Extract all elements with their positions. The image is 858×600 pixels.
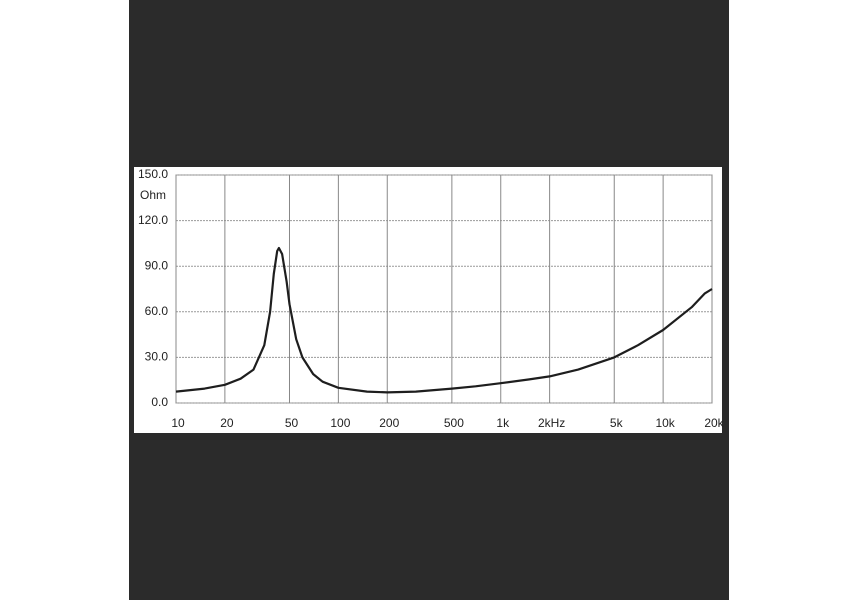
x-tick-label: 10: [171, 416, 185, 430]
x-tick-label: 2kHz: [538, 416, 565, 430]
x-tick-label: 20k: [704, 416, 724, 430]
y-axis-label: Ohm: [140, 188, 166, 202]
y-tick-label: 90.0: [145, 258, 169, 272]
y-tick-label: 150.0: [138, 167, 168, 181]
x-tick-label: 20: [220, 416, 234, 430]
y-tick-label: 30.0: [145, 350, 169, 364]
x-tick-label: 200: [379, 416, 399, 430]
x-tick-label: 50: [285, 416, 299, 430]
x-tick-label: 500: [444, 416, 464, 430]
y-tick-label: 0.0: [151, 395, 168, 409]
impedance-line: [175, 246, 713, 394]
x-tick-label: 1k: [496, 416, 510, 430]
chart-panel: [134, 167, 722, 433]
y-tick-label: 120.0: [138, 213, 168, 227]
x-tick-label: 100: [330, 416, 350, 430]
x-tick-label: 10k: [655, 416, 675, 430]
y-tick-label: 60.0: [145, 304, 169, 318]
x-tick-label: 5k: [610, 416, 624, 430]
